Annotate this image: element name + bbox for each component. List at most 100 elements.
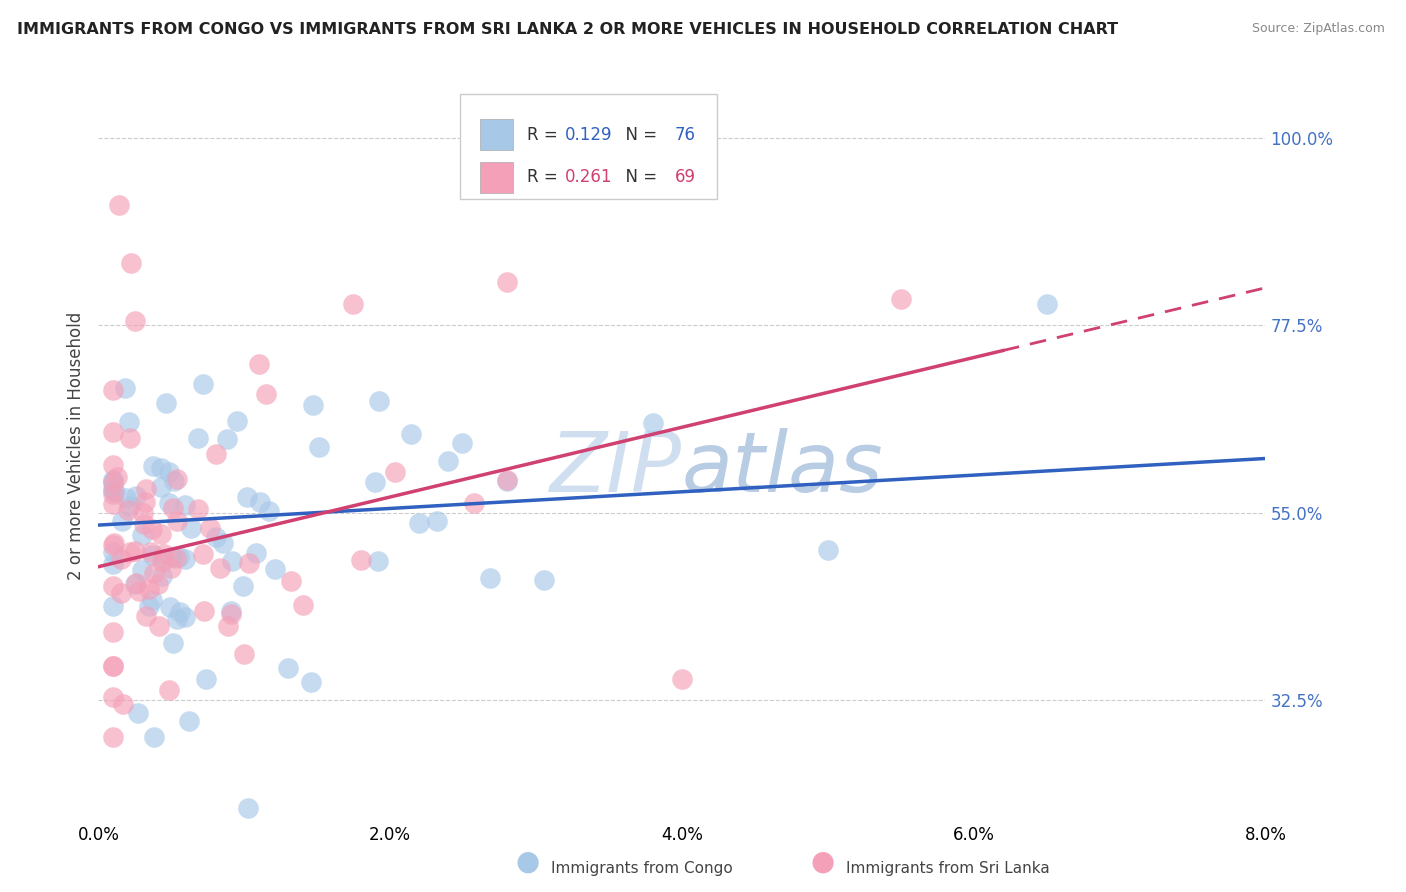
Point <box>101 659 124 673</box>
Point <box>280 574 302 588</box>
Point <box>101 473 124 487</box>
Point <box>463 496 485 510</box>
Text: Immigrants from Congo: Immigrants from Congo <box>551 861 733 876</box>
Point <box>277 661 299 675</box>
Point <box>221 554 243 568</box>
Point <box>118 500 141 514</box>
Point <box>124 544 146 558</box>
Point <box>478 571 501 585</box>
Point <box>101 483 124 497</box>
Point <box>131 563 153 577</box>
Point <box>138 599 160 613</box>
Point <box>245 546 267 560</box>
Point <box>101 579 124 593</box>
Point <box>238 801 260 815</box>
Point <box>162 501 184 516</box>
FancyBboxPatch shape <box>479 161 513 194</box>
Point <box>437 453 460 467</box>
Point <box>174 552 197 566</box>
Point <box>152 552 174 566</box>
Point <box>219 604 242 618</box>
Point <box>139 545 162 559</box>
Point <box>114 381 136 395</box>
Point <box>238 556 260 570</box>
Text: 76: 76 <box>675 126 696 144</box>
Y-axis label: 2 or more Vehicles in Household: 2 or more Vehicles in Household <box>66 312 84 580</box>
Point <box>157 465 180 479</box>
Text: N =: N = <box>616 169 662 186</box>
Point <box>141 522 163 536</box>
Point <box>118 415 141 429</box>
Point <box>135 482 157 496</box>
FancyBboxPatch shape <box>479 119 513 151</box>
Point <box>890 292 912 306</box>
Point <box>148 577 170 591</box>
Point <box>131 507 153 521</box>
Point <box>120 256 142 270</box>
Point <box>173 610 195 624</box>
Point <box>149 461 172 475</box>
Point <box>124 576 146 591</box>
Point <box>159 600 181 615</box>
Point <box>134 494 156 508</box>
Text: IMMIGRANTS FROM CONGO VS IMMIGRANTS FROM SRI LANKA 2 OR MORE VEHICLES IN HOUSEHO: IMMIGRANTS FROM CONGO VS IMMIGRANTS FROM… <box>17 22 1118 37</box>
Point <box>125 576 148 591</box>
Point <box>1035 297 1057 311</box>
Point <box>131 528 153 542</box>
Point <box>141 548 163 562</box>
Point <box>148 619 170 633</box>
Text: ●: ● <box>810 848 835 876</box>
Point <box>127 706 149 721</box>
Point <box>152 569 174 583</box>
Point <box>367 393 389 408</box>
Point <box>166 514 188 528</box>
Point <box>299 675 322 690</box>
Point <box>160 549 183 564</box>
Point <box>671 672 693 686</box>
Point <box>101 690 124 705</box>
Point <box>384 466 406 480</box>
Point <box>226 414 249 428</box>
Point <box>200 521 222 535</box>
Point <box>150 555 173 569</box>
Point <box>155 396 177 410</box>
Point <box>233 647 256 661</box>
Point <box>496 474 519 488</box>
Point <box>174 498 197 512</box>
Point <box>101 497 124 511</box>
Point <box>120 431 142 445</box>
Point <box>308 440 330 454</box>
Point <box>101 538 124 552</box>
Point <box>157 683 180 698</box>
Point <box>180 521 202 535</box>
Text: R =: R = <box>527 169 562 186</box>
Point <box>247 357 270 371</box>
Point <box>110 585 132 599</box>
Point <box>169 605 191 619</box>
Point <box>342 297 364 311</box>
Text: 0.261: 0.261 <box>565 169 613 186</box>
Point <box>426 514 449 528</box>
Point <box>165 551 187 566</box>
Point <box>217 432 239 446</box>
Point <box>208 560 231 574</box>
Point <box>150 527 173 541</box>
Point <box>101 545 124 559</box>
Point <box>166 472 188 486</box>
Point <box>193 604 215 618</box>
Text: R =: R = <box>527 126 562 144</box>
Point <box>101 558 124 572</box>
Point <box>641 416 664 430</box>
Point <box>160 561 183 575</box>
Text: 69: 69 <box>675 169 696 186</box>
Point <box>118 544 141 558</box>
Point <box>257 504 280 518</box>
Point <box>193 377 215 392</box>
Text: N =: N = <box>616 126 662 144</box>
Point <box>212 535 235 549</box>
Point <box>101 659 124 673</box>
Point <box>135 609 157 624</box>
Point <box>153 548 176 562</box>
Point <box>101 487 124 501</box>
Point <box>101 383 124 397</box>
